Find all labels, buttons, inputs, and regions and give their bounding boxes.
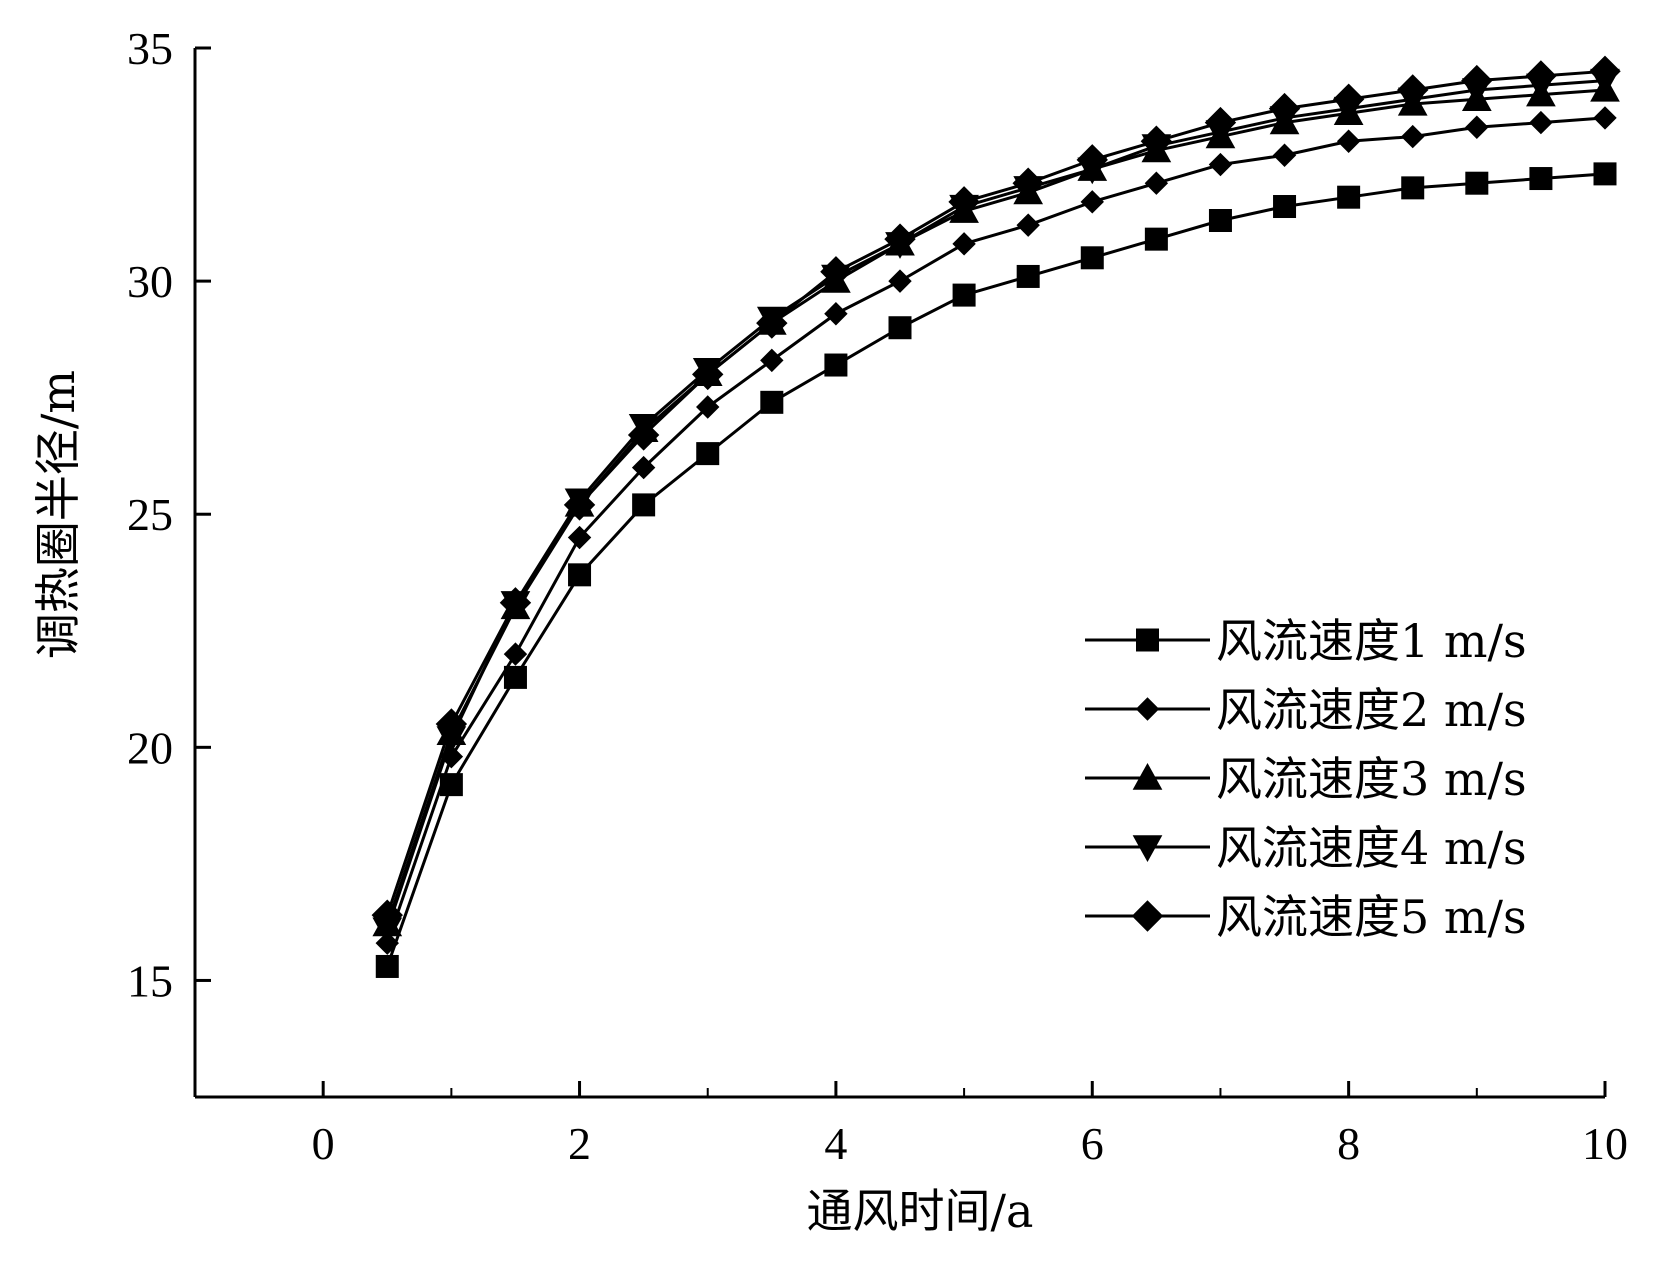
legend-marker — [1131, 900, 1164, 932]
data-point — [499, 587, 532, 619]
y-tick-label: 15 — [127, 955, 173, 1006]
data-point — [1012, 167, 1044, 199]
data-point — [371, 899, 403, 931]
series-5 — [371, 55, 1621, 931]
data-point — [631, 455, 656, 480]
legend-item: 风流速度4 m/s — [1085, 821, 1527, 875]
data-point — [568, 563, 592, 587]
data-point — [1336, 129, 1361, 153]
x-axis-title: 通风时间/a — [807, 1184, 1034, 1238]
x-tick-label: 10 — [1582, 1118, 1628, 1169]
data-point — [375, 954, 399, 978]
legend-label: 风流速度3 m/s — [1216, 752, 1527, 806]
y-tick-label: 35 — [127, 23, 173, 74]
axes — [193, 48, 1605, 1099]
data-point — [1397, 74, 1429, 106]
data-point — [756, 307, 788, 339]
legend-marker — [1132, 835, 1163, 863]
data-point — [1080, 190, 1104, 214]
data-point — [692, 358, 724, 391]
x-tick-label: 8 — [1337, 1118, 1360, 1169]
legend-item: 风流速度1 m/s — [1085, 614, 1527, 668]
ticks: 15 20 25 30 35 0 2 4 6 8 10 — [127, 23, 1628, 1169]
y-tick-label: 25 — [127, 489, 173, 540]
data-point — [1204, 106, 1237, 139]
series-line — [385, 116, 1606, 944]
data-point — [948, 186, 980, 218]
data-point — [1016, 264, 1040, 288]
data-point — [1593, 106, 1617, 130]
data-point — [1529, 167, 1553, 191]
data-point — [1332, 83, 1365, 115]
data-point — [567, 525, 592, 550]
legend: 风流速度1 m/s 风流速度2 m/s 风流速度3 m/s 风流速度4 m/s 风流速度… — [1085, 614, 1527, 944]
series — [371, 55, 1621, 978]
data-point — [760, 390, 784, 414]
data-point — [1080, 246, 1104, 270]
data-point — [1529, 110, 1553, 135]
legend-label: 风流速度4 m/s — [1216, 821, 1527, 875]
y-tick-label: 30 — [127, 256, 173, 307]
data-point — [952, 283, 976, 307]
legend-label: 风流速度5 m/s — [1216, 890, 1527, 944]
data-point — [1465, 115, 1489, 139]
data-point — [1589, 55, 1621, 88]
data-point — [888, 269, 912, 293]
series-3 — [372, 74, 1620, 937]
data-point — [1272, 143, 1297, 167]
legend-item: 风流速度3 m/s — [1085, 752, 1527, 806]
data-point — [1465, 171, 1489, 195]
x-tick-label: 6 — [1081, 1118, 1104, 1169]
data-point — [760, 348, 784, 373]
data-point — [1401, 176, 1425, 200]
data-point — [1268, 92, 1301, 125]
series-line — [385, 79, 1606, 930]
data-point — [563, 489, 596, 521]
y-tick-label: 20 — [127, 722, 173, 773]
y-axis-title: 调热圈半径/m — [31, 370, 85, 659]
data-point — [627, 419, 660, 451]
data-point — [696, 442, 720, 466]
data-point — [824, 353, 848, 377]
data-point — [435, 708, 468, 740]
legend-marker — [1132, 762, 1163, 790]
data-point — [884, 223, 916, 255]
data-point — [696, 395, 720, 419]
data-point — [1337, 185, 1361, 209]
data-point — [1401, 124, 1425, 149]
x-tick-label: 0 — [312, 1118, 335, 1169]
x-tick-label: 4 — [824, 1118, 847, 1169]
data-point — [888, 316, 912, 340]
data-point — [1076, 144, 1108, 176]
legend-item: 风流速度5 m/s — [1085, 890, 1527, 944]
data-point — [824, 302, 848, 326]
data-point — [1208, 152, 1233, 177]
data-point — [1140, 125, 1173, 157]
data-point — [1273, 195, 1297, 219]
data-point — [503, 665, 527, 689]
data-point — [1461, 64, 1493, 97]
x-tick-label: 2 — [568, 1118, 591, 1169]
data-point — [1016, 213, 1040, 237]
legend-label: 风流速度1 m/s — [1216, 614, 1527, 668]
data-point — [632, 493, 656, 517]
legend-item: 风流速度2 m/s — [1085, 683, 1527, 737]
series-2 — [375, 106, 1617, 955]
legend-label: 风流速度2 m/s — [1216, 683, 1527, 737]
data-point — [1144, 171, 1169, 195]
data-point — [1208, 209, 1232, 233]
data-point — [1593, 162, 1617, 186]
legend-marker — [1136, 628, 1159, 652]
data-point — [503, 642, 528, 666]
legend-marker — [1135, 697, 1160, 721]
data-point — [1144, 227, 1168, 251]
data-point — [952, 232, 976, 256]
data-point — [1525, 60, 1557, 92]
data-point — [820, 256, 852, 288]
series-1 — [375, 162, 1617, 978]
